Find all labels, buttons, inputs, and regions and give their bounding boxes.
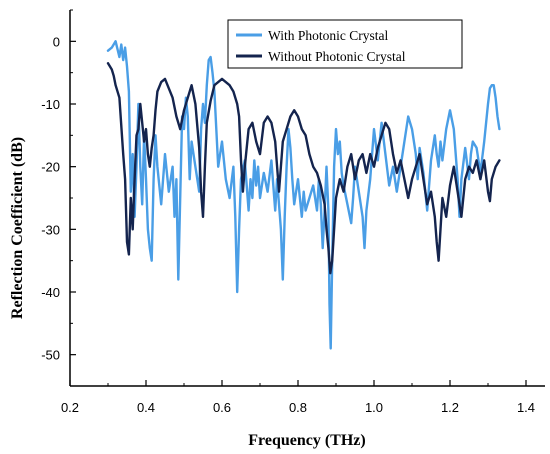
y-tick-label: -30	[41, 222, 60, 237]
y-tick-label: -50	[41, 348, 60, 363]
plot-area	[70, 10, 545, 386]
legend-label-without-photonic-crystal: Without Photonic Crystal	[268, 49, 406, 64]
y-tick-label: 0	[53, 34, 60, 49]
axes	[69, 10, 545, 387]
legend-label-with-photonic-crystal: With Photonic Crystal	[268, 28, 388, 43]
legend: With Photonic Crystal Without Photonic C…	[227, 19, 463, 69]
x-tick-label: 0.4	[137, 400, 155, 415]
series-line-0	[106, 40, 501, 350]
x-tick-label: 1.2	[441, 400, 459, 415]
legend-box	[227, 19, 463, 69]
y-axis-title: Reflection Coefficient (dB)	[9, 137, 26, 319]
x-tick-label: 1.4	[517, 400, 535, 415]
x-tick-label: 0.6	[213, 400, 231, 415]
x-tick-label: 0.8	[289, 400, 307, 415]
series-line-1	[106, 62, 501, 275]
series-layer	[106, 40, 501, 350]
y-tick-label: -20	[41, 160, 60, 175]
x-tick-label: 1.0	[365, 400, 383, 415]
y-tick-label: -10	[41, 97, 60, 112]
x-axis-title: Frequency (THz)	[248, 432, 365, 449]
y-tick-label: -40	[41, 285, 60, 300]
plot-background	[70, 10, 545, 386]
axis-tick-labels: 0.2 0.4 0.6 0.8 1.0 1.2 1.4 0 -10 -20 -30 -40 -50	[41, 34, 535, 415]
x-tick-label: 0.2	[61, 400, 79, 415]
